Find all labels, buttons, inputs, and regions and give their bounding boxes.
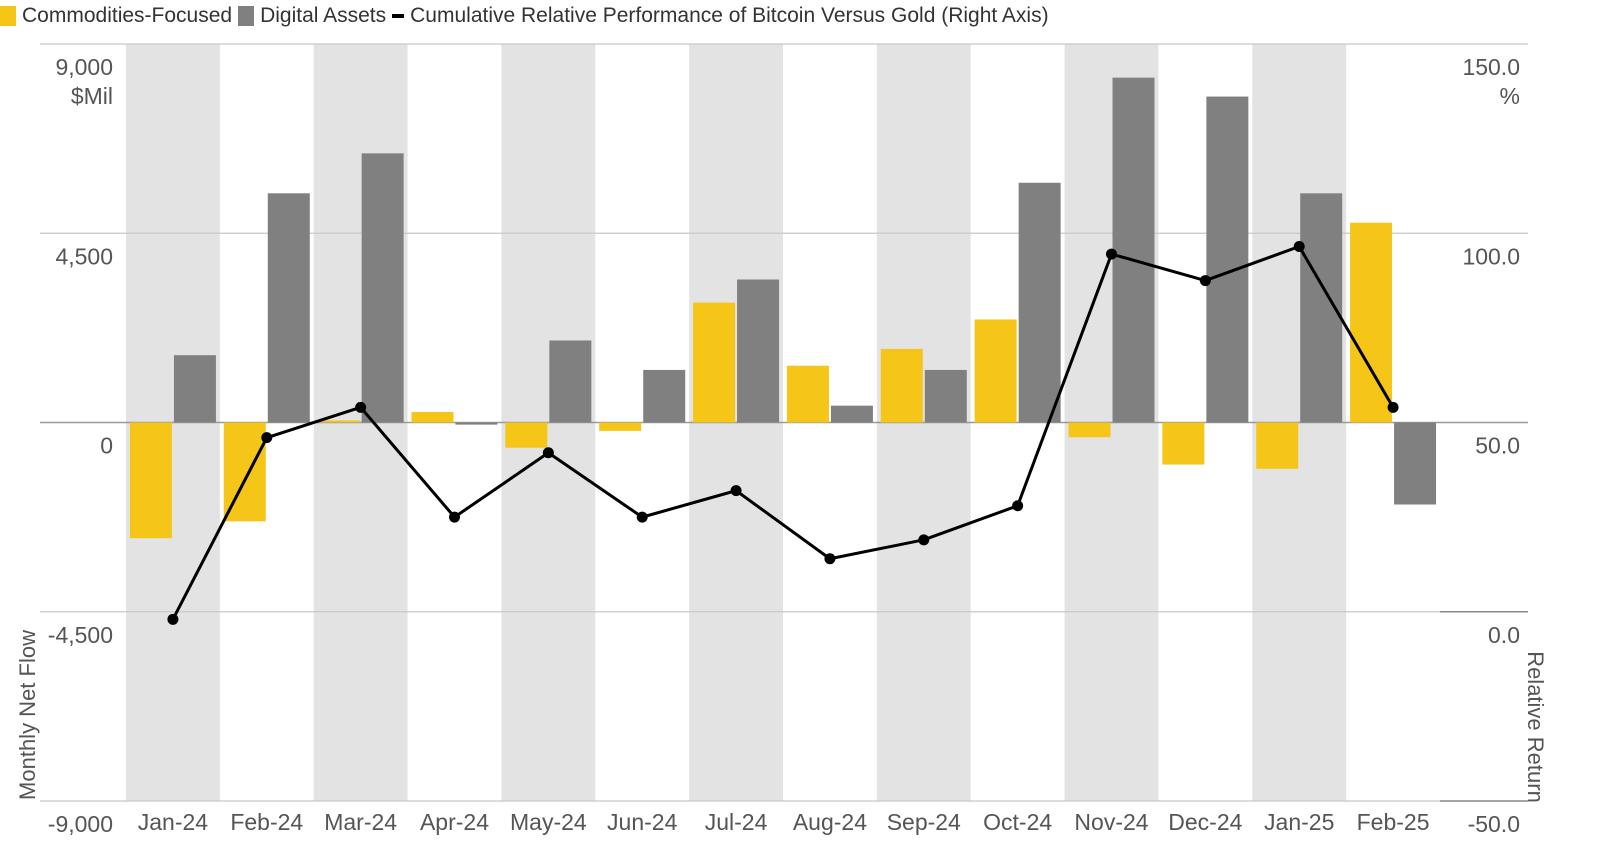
bar-commodities [317,420,360,423]
bar-digital-assets [173,355,216,423]
left-tick-label: 4,500 [55,243,113,269]
x-tick-label: Feb-25 [1357,809,1430,835]
line-point [730,485,742,497]
left-tick-label: 0 [100,433,113,459]
bar-commodities [1256,422,1299,469]
left-tick-label: -4,500 [48,622,113,648]
line-point [1199,275,1211,287]
right-tick-label: 150.0 [1462,54,1520,80]
line-relative-performance [171,244,1395,621]
right-axis-unit: % [1500,83,1520,109]
bar-digital-assets [1018,182,1061,423]
legend-item-commodities: Commodities-Focused [0,4,232,28]
bar-digital-assets [830,405,873,423]
x-tick-label: Jul-24 [705,809,768,835]
bar-commodities [693,302,736,423]
x-tick-label: Nov-24 [1074,809,1148,835]
line-point [261,432,273,444]
bar-digital-assets [1206,96,1249,423]
bar-commodities [974,319,1017,423]
bar-commodities [411,411,454,423]
x-tick-label: Aug-24 [793,809,867,835]
bar-digital-assets [549,340,592,423]
legend-swatch-commodities [0,6,16,26]
bar-commodities [786,365,829,423]
legend-label-relative-performance: Cumulative Relative Performance of Bitco… [410,4,1049,27]
bar-commodities [880,348,923,423]
legend-swatch-digital-assets [238,6,255,26]
line-point [449,511,460,523]
legend-swatch-relative-performance [392,14,405,18]
x-tick-label: Jan-24 [138,809,209,835]
line-point [918,534,930,546]
x-tick-label: Apr-24 [420,809,489,835]
left-tick-label: 9,000 [55,54,113,80]
line-point [636,511,648,523]
legend-item-digital-assets: Digital Assets [238,4,386,28]
line-point [542,447,554,459]
left-tick-label: -9,000 [48,811,113,837]
bar-commodities [1162,422,1205,465]
left-axis-title: Monthly Net Flow [15,630,40,800]
bar-digital-assets [737,279,780,423]
right-tick-label: 0.0 [1488,622,1520,648]
line-point [1106,248,1117,260]
line-point [355,401,367,413]
bar-digital-assets [455,422,498,425]
bar-digital-assets [1394,422,1437,505]
bar-digital-assets [1112,77,1155,423]
right-axis-title: Relative Return [1523,651,1548,803]
line-point [1012,500,1024,512]
line-point [167,613,179,625]
right-tick-label: 100.0 [1462,243,1520,269]
bar-commodities [129,422,172,539]
bar-digital-assets [643,369,686,423]
x-tick-label: Oct-24 [983,809,1052,835]
bar-digital-assets [924,369,967,423]
bar-digital-assets [267,193,310,423]
x-tick-label: Jan-25 [1264,809,1334,835]
right-tick-label: -50.0 [1468,811,1520,837]
x-tick-label: Mar-24 [324,809,397,835]
x-tick-label: Dec-24 [1168,809,1242,835]
right-tick-label: 50.0 [1475,433,1520,459]
bar-commodities [1350,222,1393,423]
legend-label-digital-assets: Digital Assets [260,4,387,27]
x-tick-label: Sep-24 [887,809,961,835]
left-axis-unit: $Mil [71,83,113,109]
line-point [824,553,836,565]
legend: Commodities-Focused Digital Assets Cumul… [0,2,1055,30]
x-tick-label: Feb-24 [230,809,303,835]
legend-label-commodities: Commodities-Focused [22,4,233,27]
line-point [1293,240,1305,252]
line-point [1387,401,1399,413]
bar-commodities [599,422,642,431]
legend-item-relative-performance: Cumulative Relative Performance of Bitco… [392,4,1049,28]
bar-commodities [505,422,548,448]
x-tick-label: May-24 [510,809,587,835]
x-tick-label: Jun-24 [607,809,678,835]
bar-digital-assets [361,153,404,423]
bar-commodities [1068,422,1111,438]
